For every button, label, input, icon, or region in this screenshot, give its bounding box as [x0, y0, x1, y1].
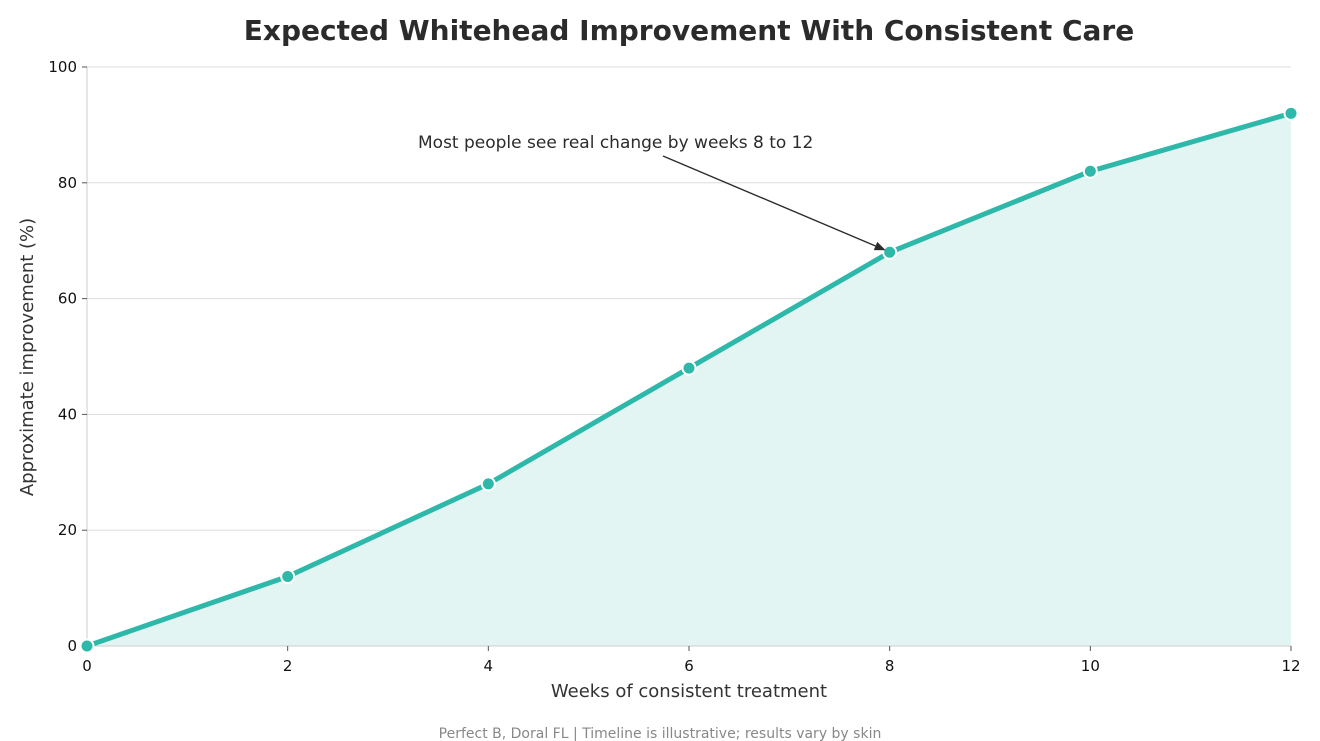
y-tick-label-40: 40 [58, 405, 77, 423]
y-tick-label-80: 80 [58, 174, 77, 192]
y-tick-label-100: 100 [48, 58, 77, 76]
annotation-arrowhead [873, 241, 886, 251]
y-axis-label: Approximate improvement (%) [17, 218, 38, 496]
data-point-week-12 [1283, 105, 1299, 121]
data-point-week-10 [1082, 163, 1098, 179]
data-point-week-4 [480, 476, 496, 492]
footer-note: Perfect B, Doral FL | Timeline is illust… [439, 726, 882, 741]
x-tick-labels: 0 2 4 6 8 10 12 [82, 657, 1300, 675]
y-tick-labels: 0 20 40 60 80 100 [48, 58, 77, 655]
area-under-line [87, 113, 1291, 646]
data-point-week-2 [280, 569, 296, 585]
y-tick-label-20: 20 [58, 521, 77, 539]
data-points [79, 105, 1299, 654]
x-tick-label-2: 2 [283, 657, 293, 675]
x-tick-label-4: 4 [484, 657, 494, 675]
data-point-week-8 [882, 244, 898, 260]
data-point-week-6 [681, 360, 697, 376]
y-tick-label-60: 60 [58, 290, 77, 308]
annotation-arrow [662, 155, 876, 247]
x-tick-label-0: 0 [82, 657, 92, 675]
x-tick-label-12: 12 [1281, 657, 1300, 675]
x-tick-label-6: 6 [684, 657, 694, 675]
x-axis-label: Weeks of consistent treatment [551, 681, 827, 702]
y-tick-label-0: 0 [67, 637, 77, 655]
x-tick-label-10: 10 [1081, 657, 1100, 675]
x-tick-label-8: 8 [885, 657, 895, 675]
data-point-week-0 [79, 638, 95, 654]
chart-title: Expected Whitehead Improvement With Cons… [244, 14, 1134, 47]
annotation-text: Most people see real change by weeks 8 t… [418, 133, 813, 153]
axes [82, 66, 1292, 651]
annotation: Most people see real change by weeks 8 t… [418, 133, 886, 251]
area-fill [87, 113, 1291, 646]
